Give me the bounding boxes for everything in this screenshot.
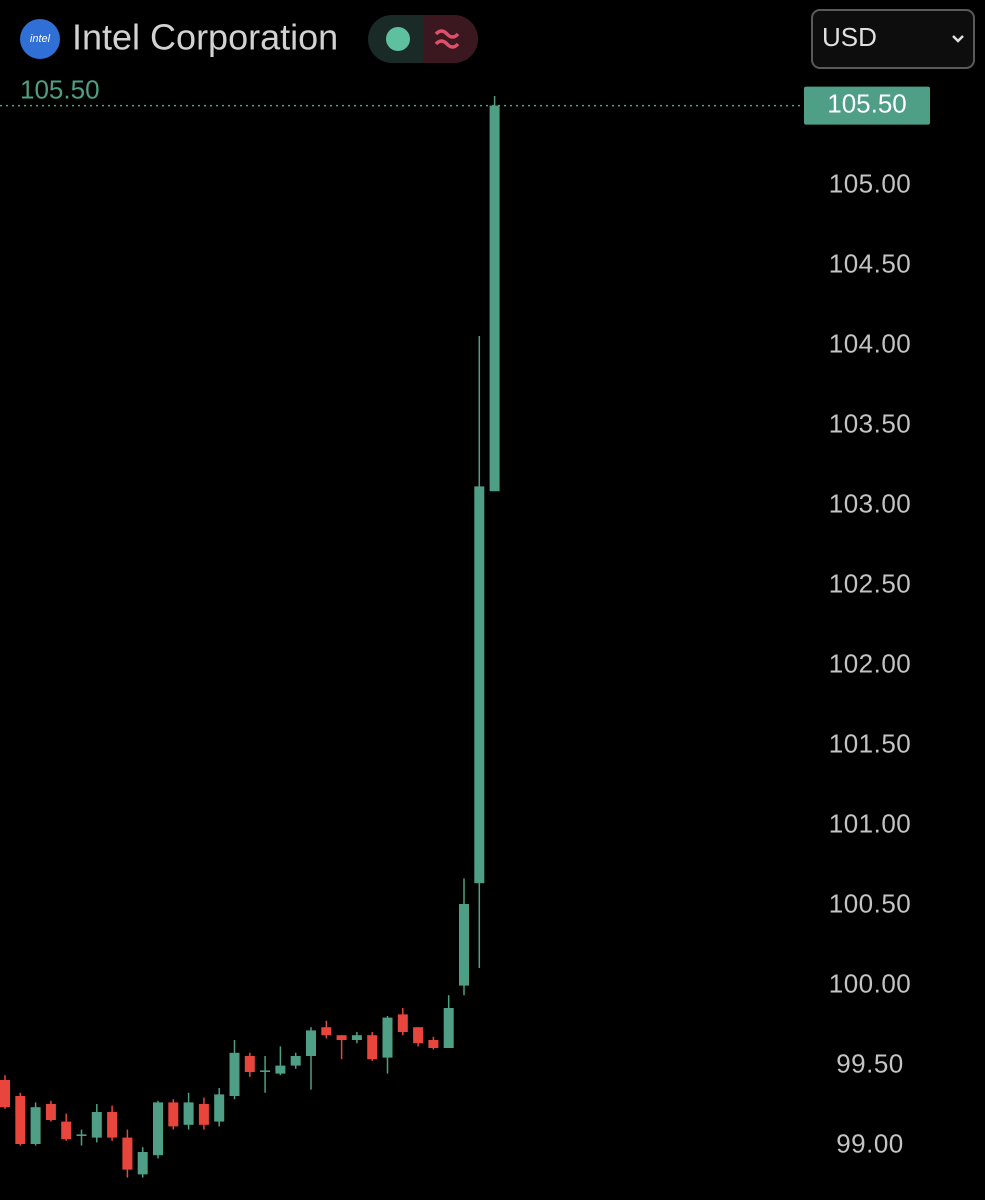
- toggle-right: [423, 15, 478, 63]
- y-tick-label: 102.00: [829, 648, 912, 678]
- chart-title: Intel Corporation: [72, 17, 338, 58]
- approx-icon: [434, 29, 460, 49]
- y-tick-label: 101.00: [829, 808, 912, 838]
- candle-body: [443, 1008, 454, 1048]
- candle-body: [15, 1096, 26, 1144]
- candle-body: [489, 105, 500, 492]
- candle-body: [428, 1040, 439, 1048]
- currency-select[interactable]: USD: [811, 9, 975, 69]
- candle-body: [30, 1107, 41, 1144]
- candle-body: [397, 1014, 408, 1032]
- y-tick-label: 105.00: [829, 168, 912, 198]
- status-toggle[interactable]: [368, 15, 478, 63]
- y-tick-label: 99.00: [836, 1128, 904, 1158]
- y-tick-label: 100.00: [829, 968, 912, 998]
- candle-body: [459, 904, 469, 986]
- candle-body: [137, 1152, 148, 1175]
- candle-body: [153, 1102, 163, 1156]
- candle-body: [107, 1112, 118, 1138]
- candle-body: [61, 1121, 72, 1140]
- candle-body: [214, 1094, 225, 1122]
- candle-body: [413, 1027, 424, 1044]
- y-tick-label: 103.00: [829, 488, 912, 518]
- status-dot: [386, 27, 410, 51]
- candle-body: [168, 1102, 179, 1127]
- candle-body: [336, 1035, 347, 1040]
- candle-body: [0, 1080, 10, 1108]
- candle-body: [183, 1102, 194, 1125]
- candle-body: [45, 1104, 56, 1120]
- candle-body: [91, 1112, 102, 1138]
- y-tick-label: 104.00: [829, 328, 912, 358]
- y-tick-label: 100.50: [829, 888, 912, 918]
- logo-text: intel: [30, 33, 51, 45]
- candle-body: [474, 486, 485, 884]
- y-tick-label: 102.50: [829, 568, 912, 598]
- logo: [20, 19, 60, 59]
- price-axis: 99.00 99.50 100.00 100.50 101.00 101.50 102.00…: [804, 86, 930, 1158]
- candle-body: [351, 1035, 362, 1040]
- candle-body: [198, 1104, 209, 1125]
- candle-body: [321, 1027, 332, 1036]
- last-price-label: 105.50: [827, 88, 907, 118]
- candle-body: [229, 1052, 240, 1096]
- last-price-left: 105.50: [20, 74, 100, 104]
- candle-body: [76, 1134, 87, 1136]
- candle-body: [382, 1017, 393, 1058]
- y-tick-label: 99.50: [836, 1048, 904, 1078]
- currency-label: USD: [822, 22, 877, 52]
- candle-body: [122, 1137, 133, 1170]
- last-price-badge: [804, 86, 930, 125]
- candle-body: [260, 1070, 271, 1072]
- chevron: [952, 35, 964, 43]
- plot-area: 105.50: [0, 74, 805, 1178]
- y-tick-label: 103.50: [829, 408, 912, 438]
- candle-body: [306, 1030, 316, 1056]
- candle-body: [367, 1035, 378, 1060]
- candle-body: [275, 1065, 286, 1074]
- candle-body: [244, 1056, 255, 1072]
- select-box: [811, 9, 975, 69]
- y-tick-label: 104.50: [829, 248, 912, 278]
- y-tick-label: 101.50: [829, 728, 912, 758]
- candle-body: [290, 1056, 301, 1066]
